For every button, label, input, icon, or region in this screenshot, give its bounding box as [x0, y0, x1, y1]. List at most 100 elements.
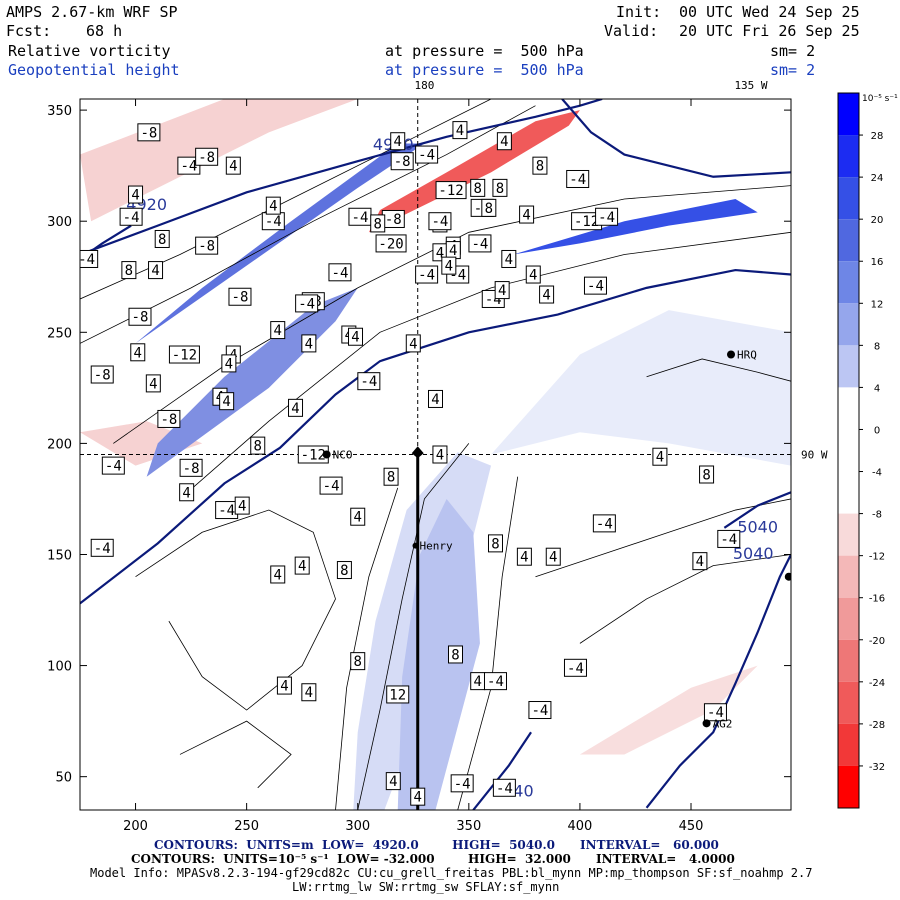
vorticity-label-box [492, 778, 516, 797]
vorticity-label-box [450, 774, 474, 793]
field2-smooth: sm= 2 [770, 61, 816, 79]
vorticity-label-box [563, 658, 587, 677]
vorticity-label-box [225, 156, 241, 175]
vorticity-label-box [692, 552, 708, 571]
height-contour-line [561, 99, 791, 178]
vorticity-label-box [221, 354, 237, 373]
vorticity-label-box [350, 507, 366, 526]
vorticity-label: 4 [445, 259, 453, 275]
vorticity-label-box [595, 207, 619, 226]
vorticity-label-box [348, 327, 364, 346]
vorticity-label-box [539, 285, 555, 304]
vorticity-label: 4 [436, 448, 444, 464]
station-label: HRQ [737, 349, 757, 362]
vorticity-label-box [350, 652, 366, 671]
vorticity-label: -12 [438, 183, 463, 199]
vorticity-label: -8 [385, 212, 402, 228]
colorbar-tick-label: 4 [874, 383, 880, 394]
vorticity-label-box [179, 458, 203, 477]
valid-value: 20 UTC Fri 26 Sep 25 [679, 22, 860, 40]
y-tick-label: 100 [47, 660, 72, 675]
vorticity-label-box [295, 294, 319, 313]
vorticity-label: 4 [394, 134, 402, 150]
vorticity-label: 12 [389, 687, 406, 703]
height-contour-line [80, 268, 791, 605]
vorticity-label-box [270, 565, 286, 584]
vorticity-label: -4 [454, 776, 471, 792]
vorticity-label: 4 [522, 208, 530, 224]
vorticity-label: -8 [160, 412, 177, 428]
vorticity-label-box [432, 445, 448, 464]
vorticity-label: 8 [491, 536, 499, 552]
vorticity-label: -4 [587, 279, 604, 295]
vorticity-positive-band-3 [513, 198, 758, 255]
vorticity-label-box [452, 121, 468, 140]
vorticity-label-box [415, 265, 439, 284]
henry-marker [412, 542, 419, 549]
vorticity-label: -8 [132, 310, 149, 326]
vorticity-label-box [319, 476, 343, 495]
vorticity-label: 4 [298, 559, 306, 575]
vorticity-label: -4 [707, 705, 724, 721]
colorbar-segment [838, 681, 859, 724]
x-tick-label: 200 [123, 819, 148, 834]
vorticity-label: 4 [229, 159, 237, 175]
x-tick-label: 300 [345, 819, 370, 834]
vorticity-label: -8 [394, 154, 411, 170]
vorticity-label: 8 [125, 263, 133, 279]
colorbar-segment [838, 387, 859, 430]
vorticity-label-box [383, 467, 399, 486]
vorticity-label: 4 [225, 356, 233, 372]
vorticity-label: -4 [598, 210, 615, 226]
vorticity-label-box [137, 123, 161, 142]
colorbar-tick-label: -24 [869, 678, 885, 689]
vorticity-label-box [545, 547, 561, 566]
colorbar-tick-label: 24 [871, 173, 884, 184]
footer-vorticity-contours: CONTOURS: UNITS=10⁻⁵ s⁻¹ LOW= -32.000 HI… [131, 852, 735, 866]
vorticity-label-box [121, 261, 137, 280]
height-contour-line [723, 491, 791, 529]
vorticity-label-box [441, 256, 457, 275]
vorticity-label-box [410, 787, 426, 806]
colorbar-tick-label: -32 [869, 762, 885, 773]
vorticity-label-box [470, 178, 486, 197]
vorticity-label-box [592, 514, 616, 533]
colorbar-segment [838, 93, 859, 136]
y-tick-label: 50 [55, 771, 72, 786]
vorticity-label: -12 [301, 448, 326, 464]
colorbar-segment [838, 723, 859, 766]
south-pole-marker [411, 446, 424, 459]
vorticity-label-box [385, 772, 401, 791]
vorticity-label: 4 [500, 134, 508, 150]
vorticity-label: -4 [265, 214, 282, 230]
vorticity-label-box [390, 132, 406, 151]
vorticity-label: 4 [305, 336, 313, 352]
vorticity-label-box [525, 265, 541, 284]
colorbar-tick-label: 12 [871, 299, 884, 310]
colorbar-unit-label: 10⁻⁵ s⁻¹ [862, 94, 898, 104]
vorticity-label: -4 [332, 265, 349, 281]
vorticity-label: 4 [389, 774, 397, 790]
vorticity-label-box [703, 703, 727, 722]
vorticity-label: 8 [374, 216, 382, 232]
vorticity-label: -4 [569, 172, 586, 188]
field2-level: at pressure = 500 hPa [385, 61, 584, 79]
vorticity-label: 8 [702, 467, 710, 483]
plot-area: 49204920504050405040-8-4-84-44-484-8-448… [80, 99, 791, 810]
colorbar-segment [838, 135, 859, 178]
vorticity-label-box [154, 229, 170, 248]
vorticity-label: -4 [531, 703, 548, 719]
colorbar-tick-label: -12 [869, 552, 885, 563]
vorticity-label-box [234, 496, 250, 515]
vorticity-label: -4 [360, 374, 377, 390]
vorticity-label: -4 [94, 541, 111, 557]
vorticity-label-box [566, 169, 590, 188]
vorticity-label: 8 [485, 201, 493, 217]
vorticity-label: 4 [449, 243, 457, 259]
vorticity-label: 4 [151, 263, 159, 279]
y-tick-label: 350 [47, 104, 72, 119]
vorticity-label-box [405, 334, 421, 353]
colorbar-tick-label: -20 [869, 636, 885, 647]
model-title: AMPS 2.67-km WRF SP [6, 3, 178, 21]
station-label: NCO [333, 449, 353, 462]
